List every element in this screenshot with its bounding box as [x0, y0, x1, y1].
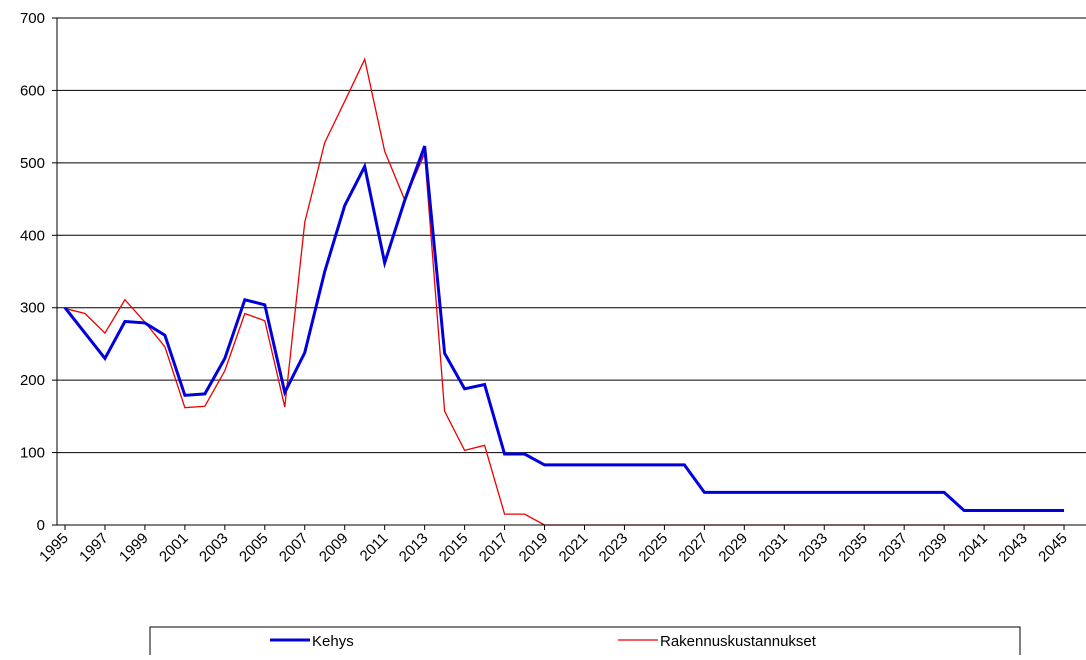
x-tick-label: 1999	[116, 530, 152, 566]
y-tick-label: 400	[20, 227, 45, 244]
y-tick-label: 200	[20, 372, 45, 389]
x-tick-label: 2001	[156, 530, 192, 566]
y-tick-label: 600	[20, 82, 45, 99]
legend-label: Rakennuskustannukset	[660, 633, 817, 650]
x-tick-label: 2043	[995, 530, 1031, 566]
x-tick-label: 2005	[236, 530, 272, 566]
x-tick-label: 2003	[196, 530, 232, 566]
data-line	[64, 57, 1065, 526]
y-tick-label: 500	[20, 155, 45, 172]
x-tick-label: 2035	[835, 530, 871, 566]
x-tick-label: 2033	[795, 530, 831, 566]
x-tick-label: 2015	[436, 530, 472, 566]
legend-label: Kehys	[312, 633, 354, 650]
y-tick-label: 100	[20, 445, 45, 462]
data-line	[63, 145, 1065, 513]
x-tick-label: 2009	[316, 530, 352, 566]
x-tick-label: 2041	[955, 530, 991, 566]
x-tick-label: 1997	[76, 530, 112, 566]
x-tick-label: 2029	[716, 530, 752, 566]
x-tick-label: 2019	[516, 530, 552, 566]
x-tick-label: 2039	[915, 530, 951, 566]
x-tick-label: 2023	[596, 530, 632, 566]
x-tick-label: 2013	[396, 530, 432, 566]
x-tick-label: 2017	[476, 530, 512, 566]
x-tick-label: 1995	[36, 530, 72, 566]
x-tick-label: 2011	[357, 530, 392, 565]
x-tick-label: 2045	[1035, 530, 1071, 566]
y-tick-label: 300	[20, 300, 45, 317]
x-tick-label: 2031	[756, 530, 792, 566]
x-tick-label: 2007	[276, 530, 312, 566]
x-tick-label: 2027	[676, 530, 712, 566]
x-tick-label: 2021	[556, 530, 592, 566]
x-tick-label: 2025	[636, 530, 672, 566]
y-tick-label: 0	[37, 517, 45, 534]
x-tick-label: 2037	[875, 530, 911, 566]
y-tick-label: 700	[20, 10, 45, 27]
